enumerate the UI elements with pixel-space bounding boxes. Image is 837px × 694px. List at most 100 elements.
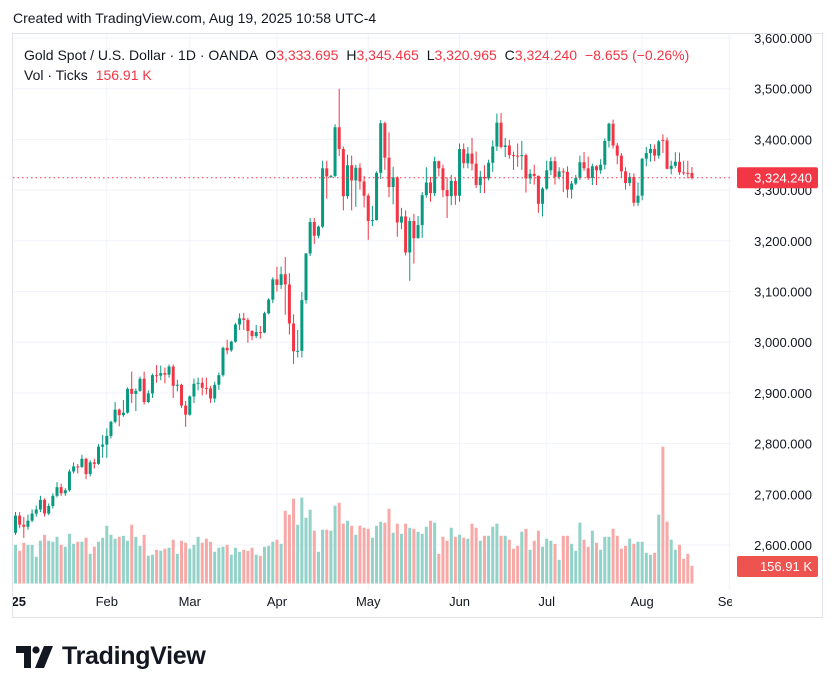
candle[interactable] bbox=[329, 174, 333, 178]
candle[interactable] bbox=[292, 314, 296, 365]
candle[interactable] bbox=[142, 371, 146, 405]
candle[interactable] bbox=[258, 325, 262, 339]
candle[interactable] bbox=[76, 463, 80, 474]
candle[interactable] bbox=[553, 156, 557, 185]
candle[interactable] bbox=[628, 172, 632, 187]
tradingview-logo[interactable]: TradingView bbox=[16, 642, 206, 671]
candle[interactable] bbox=[80, 454, 84, 468]
candle[interactable] bbox=[512, 151, 515, 170]
candle[interactable] bbox=[615, 142, 619, 165]
candle[interactable] bbox=[196, 377, 200, 391]
candle[interactable] bbox=[130, 371, 134, 404]
candle[interactable] bbox=[503, 137, 507, 158]
candle[interactable] bbox=[113, 402, 117, 424]
candle[interactable] bbox=[217, 372, 221, 390]
candle[interactable] bbox=[412, 213, 416, 264]
candle[interactable] bbox=[657, 139, 661, 159]
candle[interactable] bbox=[146, 390, 150, 404]
candle[interactable] bbox=[599, 159, 603, 174]
candle[interactable] bbox=[200, 377, 204, 396]
candle[interactable] bbox=[408, 217, 412, 281]
candle[interactable] bbox=[155, 365, 159, 383]
candle[interactable] bbox=[536, 175, 540, 213]
candle[interactable] bbox=[63, 488, 67, 496]
candle[interactable] bbox=[495, 113, 499, 152]
candle[interactable] bbox=[287, 273, 291, 335]
candle[interactable] bbox=[482, 165, 486, 194]
candle[interactable] bbox=[159, 365, 163, 381]
candle[interactable] bbox=[619, 153, 623, 178]
candle[interactable] bbox=[271, 277, 275, 304]
candle[interactable] bbox=[507, 139, 511, 159]
candle[interactable] bbox=[250, 330, 254, 341]
candle[interactable] bbox=[296, 330, 300, 358]
candle[interactable] bbox=[416, 215, 420, 239]
candle[interactable] bbox=[304, 252, 308, 304]
candle[interactable] bbox=[653, 144, 657, 162]
candle[interactable] bbox=[437, 160, 441, 177]
candle[interactable] bbox=[491, 140, 495, 172]
candle[interactable] bbox=[43, 498, 47, 517]
candle[interactable] bbox=[582, 152, 586, 171]
candle[interactable] bbox=[433, 156, 437, 197]
candle[interactable] bbox=[640, 158, 644, 201]
candle[interactable] bbox=[644, 147, 648, 167]
time-axis[interactable]: 2025 Feb Mar Apr May Jun Jul Aug Sep bbox=[0, 594, 741, 609]
candle[interactable] bbox=[449, 174, 453, 206]
legend-ohlc-row[interactable]: Gold Spot / U.S. Dollar · 1D · OANDA O3,… bbox=[24, 45, 689, 65]
candle[interactable] bbox=[30, 509, 34, 523]
candle[interactable] bbox=[636, 182, 640, 206]
candle[interactable] bbox=[669, 160, 673, 175]
candle[interactable] bbox=[648, 143, 652, 162]
candle[interactable] bbox=[478, 170, 482, 194]
candle[interactable] bbox=[180, 383, 183, 409]
candle[interactable] bbox=[462, 143, 466, 169]
candle[interactable] bbox=[607, 122, 611, 148]
candle[interactable] bbox=[341, 146, 345, 211]
candle[interactable] bbox=[229, 340, 233, 352]
candle[interactable] bbox=[312, 217, 316, 244]
candle[interactable] bbox=[561, 168, 565, 193]
candle[interactable] bbox=[38, 495, 42, 513]
candle[interactable] bbox=[358, 163, 362, 190]
candle[interactable] bbox=[163, 367, 167, 384]
candle[interactable] bbox=[686, 160, 690, 179]
candle[interactable] bbox=[595, 165, 598, 186]
candle[interactable] bbox=[26, 514, 30, 530]
candle[interactable] bbox=[395, 176, 399, 237]
candle[interactable] bbox=[370, 205, 374, 227]
candle[interactable] bbox=[399, 207, 403, 230]
candle[interactable] bbox=[586, 156, 590, 180]
candle[interactable] bbox=[424, 167, 428, 198]
candle[interactable] bbox=[105, 428, 109, 458]
candle[interactable] bbox=[275, 266, 279, 292]
candle[interactable] bbox=[541, 187, 545, 217]
candle[interactable] bbox=[578, 155, 582, 180]
candle[interactable] bbox=[101, 434, 105, 458]
price-axis[interactable]: 3,600.0003,500.0003,400.0003,300.0003,20… bbox=[754, 31, 812, 553]
candle[interactable] bbox=[72, 462, 76, 474]
candle[interactable] bbox=[134, 388, 138, 412]
candle[interactable] bbox=[192, 378, 196, 404]
candle[interactable] bbox=[184, 401, 188, 427]
candle[interactable] bbox=[570, 180, 574, 199]
candle[interactable] bbox=[51, 493, 55, 509]
candle[interactable] bbox=[246, 317, 250, 343]
candle[interactable] bbox=[611, 119, 615, 149]
candle[interactable] bbox=[55, 482, 59, 498]
candle[interactable] bbox=[22, 517, 26, 538]
candle[interactable] bbox=[366, 193, 370, 240]
candle[interactable] bbox=[520, 140, 524, 170]
candle[interactable] bbox=[213, 381, 217, 403]
candle[interactable] bbox=[404, 210, 408, 256]
candle[interactable] bbox=[470, 137, 474, 171]
candle[interactable] bbox=[14, 512, 17, 535]
candle[interactable] bbox=[350, 155, 354, 211]
candle[interactable] bbox=[263, 311, 266, 334]
candle[interactable] bbox=[466, 147, 470, 169]
candle[interactable] bbox=[267, 298, 271, 315]
candle[interactable] bbox=[524, 153, 528, 193]
candle[interactable] bbox=[362, 175, 366, 208]
candle[interactable] bbox=[557, 167, 561, 180]
